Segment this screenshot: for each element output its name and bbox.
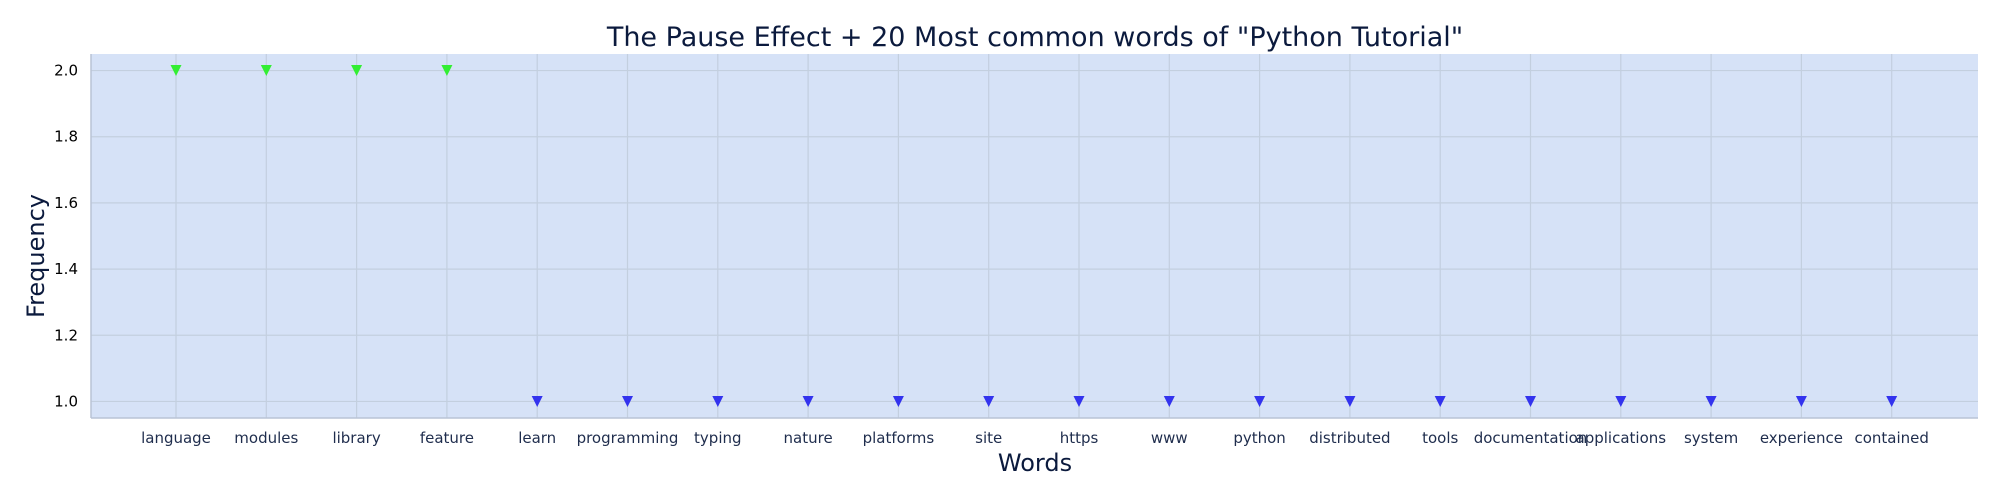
data-point-marker [802, 395, 814, 407]
x-tick-label: learn [518, 429, 556, 447]
data-point-marker [892, 395, 904, 407]
plot-area [91, 54, 1978, 418]
x-tick-label: https [1060, 429, 1099, 447]
data-point-marker [531, 395, 543, 407]
x-tick-label: platforms [863, 429, 935, 447]
y-axis-label: Frequency [22, 194, 50, 318]
x-tick-label: www [1151, 429, 1188, 447]
data-point-marker [351, 65, 363, 77]
data-point-marker [1795, 395, 1807, 407]
data-point-marker [1886, 395, 1898, 407]
x-tick-label: tools [1422, 429, 1458, 447]
data-point-marker [1705, 395, 1717, 407]
x-tick-label: system [1684, 429, 1738, 447]
data-point-marker [1434, 395, 1446, 407]
data-point-marker [1254, 395, 1266, 407]
y-tick-labels: 1.0 1.2 1.4 1.6 1.8 2.0 [54, 62, 78, 411]
x-tick-label: experience [1760, 429, 1843, 447]
y-tick-label: 1.4 [54, 260, 78, 278]
y-tick-label: 1.8 [54, 128, 78, 146]
axes [90, 54, 1978, 419]
x-tick-label: distributed [1309, 429, 1390, 447]
data-point-marker [1073, 395, 1085, 407]
x-tick-label: language [141, 429, 211, 447]
x-tick-label: contained [1854, 429, 1928, 447]
y-tick-label: 1.0 [54, 392, 78, 410]
x-tick-label: typing [694, 429, 741, 447]
x-tick-labels: language modules library feature learn progra… [141, 429, 1929, 447]
x-tick-label: feature [420, 429, 474, 447]
data-point-marker [1163, 395, 1175, 407]
data-point-marker [712, 395, 724, 407]
data-point-marker [983, 395, 995, 407]
data-point-marker [260, 65, 272, 77]
x-tick-label: site [975, 429, 1002, 447]
x-axis-label: Words [998, 449, 1072, 477]
x-tick-label: nature [784, 429, 833, 447]
x-tick-label: modules [234, 429, 298, 447]
x-tick-label: documentation [1474, 429, 1588, 447]
x-tick-label: programming [577, 429, 679, 447]
data-point-marker [1615, 395, 1627, 407]
x-tick-label: python [1233, 429, 1285, 447]
data-point-marker [441, 65, 453, 77]
data-points [170, 65, 1898, 407]
y-tick-label: 2.0 [54, 62, 78, 80]
data-point-marker [1344, 395, 1356, 407]
x-tick-label: library [332, 429, 380, 447]
y-tick-label: 1.6 [54, 194, 78, 212]
data-point-marker [622, 395, 633, 407]
grid [91, 54, 1978, 418]
chart-title: The Pause Effect + 20 Most common words … [606, 22, 1463, 53]
x-tick-label: applications [1576, 429, 1667, 447]
data-point-marker [170, 65, 182, 77]
y-tick-label: 1.2 [54, 326, 78, 344]
data-point-marker [1525, 395, 1536, 407]
